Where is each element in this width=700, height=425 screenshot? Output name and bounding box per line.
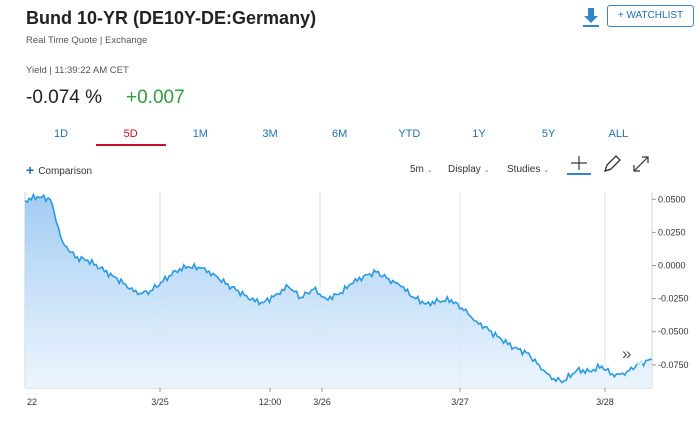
y-tick-label: 0.0500 [658,194,686,204]
studies-dropdown[interactable]: Studies ⌄ [507,164,549,175]
y-tick-label: -0.0250 [658,294,689,304]
crosshair-icon [567,156,591,175]
range-tabs: 1D 5D 1M 3M 6M YTD 1Y 5Y ALL [26,126,653,146]
tab-1m[interactable]: 1M [192,128,208,140]
x-tick-label: 12:00 [259,397,282,407]
tab-5y[interactable]: 5Y [541,128,556,140]
plus-icon: + [26,162,35,178]
y-tick-label: 0.0000 [658,261,686,271]
x-tick-label: 22 [27,397,37,407]
chevron-down-icon: ⌄ [483,167,490,174]
y-tick-label: -0.0500 [658,327,689,337]
tab-6m[interactable]: 6M [332,128,348,140]
display-dropdown[interactable]: Display ⌄ [448,164,490,175]
tab-ytd[interactable]: YTD [398,128,421,140]
quote-source: Real Time Quote | Exchange [26,35,148,46]
studies-label: Studies [507,164,541,175]
last-price: -0.074 % [26,87,103,108]
tab-1d[interactable]: 1D [53,128,69,140]
watchlist-button[interactable]: + WATCHLIST [607,5,694,27]
fullscreen-button[interactable] [628,154,654,176]
download-icon [583,8,599,27]
tab-5d[interactable]: 5D [95,126,166,146]
series-line [24,192,653,384]
chevron-down-icon: ⌄ [426,167,433,174]
area-fill [25,194,652,388]
crosshair-button[interactable] [566,154,592,176]
x-tick-label: 3/25 [151,397,169,407]
tab-1y[interactable]: 1Y [472,128,486,140]
draw-button[interactable] [599,154,625,176]
double-chevron-right-icon: » [622,344,631,363]
price-change: +0.007 [126,87,185,108]
scroll-forward-button[interactable]: » [615,342,645,364]
chart-canvas: 0.05000.02500.0000-0.0250-0.0500-0.0750 … [24,192,689,407]
x-tick-label: 3/26 [313,397,331,407]
pencil-icon [603,155,621,173]
tab-3m[interactable]: 3M [262,128,278,140]
x-tick-label: 3/27 [451,397,469,407]
comparison-label: Comparison [38,166,93,177]
tab-all[interactable]: ALL [608,128,629,140]
interval-label: 5m [410,164,424,175]
display-label: Display [448,164,481,175]
instrument-title: Bund 10-YR (DE10Y-DE:Germany) [26,8,317,28]
y-tick-label: -0.0750 [658,360,689,370]
chevron-down-icon: ⌄ [543,167,550,174]
x-tick-label: 3/28 [596,397,614,407]
expand-icon [633,156,649,172]
yield-timestamp: Yield | 11:39:22 AM CET [26,65,129,76]
interval-dropdown[interactable]: 5m ⌄ [410,164,433,175]
y-tick-label: 0.0250 [658,227,686,237]
download-button[interactable] [580,6,602,28]
price-chart[interactable]: 0.0500 0.0250 0.0000 -0.0250 -0.0500 -0.0750 … [0,184,700,425]
comparison-button[interactable]: + Comparison [26,162,92,178]
